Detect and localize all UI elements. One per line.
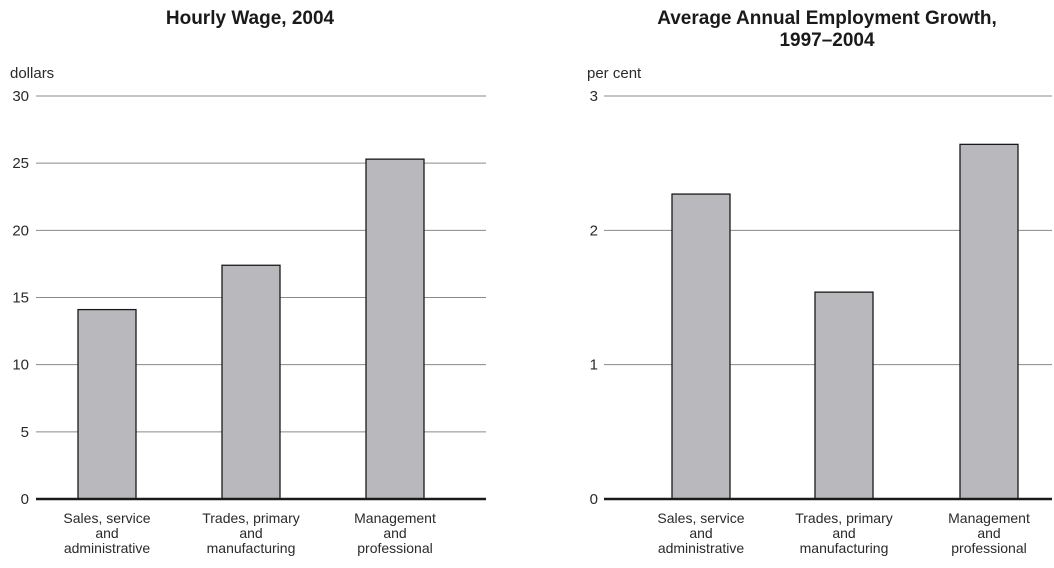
y-tick-label: 2 (590, 222, 598, 239)
y-tick-label: 0 (21, 491, 29, 508)
employment-growth-chart: Average Annual Employment Growth, 1997–20… (587, 8, 1052, 556)
x-category-label-line: administrative (64, 540, 151, 556)
y-axis-unit-label: dollars (10, 65, 54, 82)
x-category-label-line: professional (357, 540, 433, 556)
x-category-label: Trades, primary and manufacturing (202, 510, 300, 556)
bar-management (959, 143, 1019, 500)
x-category-label-line: and (832, 525, 855, 541)
x-category-label: Sales, service and administrative (657, 510, 744, 556)
y-tick-label: 25 (12, 155, 29, 172)
x-category-label-line: Management (948, 510, 1030, 526)
chart-title-line: Average Annual Employment Growth, (657, 8, 997, 29)
bar-sales-service (77, 308, 137, 500)
y-tick-label: 20 (12, 222, 29, 239)
bar-trades-primary (221, 264, 281, 500)
x-category-label-line: Trades, primary (795, 510, 893, 526)
x-category-label-line: Trades, primary (202, 510, 300, 526)
y-tick-label: 5 (21, 424, 29, 441)
x-category-label-line: Management (354, 510, 436, 526)
x-category-label-line: Sales, service (657, 510, 744, 526)
x-category-label-line: administrative (658, 540, 745, 556)
y-tick-label: 1 (590, 357, 598, 374)
chart-title-line: Hourly Wage, 2004 (166, 8, 335, 29)
x-category-label-line: and (689, 525, 712, 541)
y-axis-unit-label: per cent (587, 65, 642, 82)
bar-management (365, 158, 425, 500)
hourly-wage-chart: Hourly Wage, 2004 dollars 0 5 10 15 20 25 30 Sale… (10, 8, 486, 556)
bar-trades-primary (814, 291, 874, 500)
x-category-label-line: and (239, 525, 262, 541)
x-category-label-line: and (977, 525, 1000, 541)
bar-sales-service (671, 193, 731, 500)
y-tick-label: 15 (12, 290, 29, 307)
x-category-label: Management and professional (354, 510, 436, 556)
y-tick-label: 10 (12, 357, 29, 374)
chart-title-line: 1997–2004 (779, 30, 875, 51)
x-category-label-line: and (95, 525, 118, 541)
y-tick-label: 0 (590, 491, 598, 508)
chart-title: Hourly Wage, 2004 (166, 8, 335, 29)
y-tick-label: 30 (12, 88, 29, 105)
x-category-label: Sales, service and administrative (63, 510, 150, 556)
x-category-label-line: Sales, service (63, 510, 150, 526)
x-category-label-line: manufacturing (800, 540, 889, 556)
x-category-label-line: manufacturing (207, 540, 296, 556)
y-tick-label: 3 (590, 88, 598, 105)
chart-title: Average Annual Employment Growth, 1997–20… (657, 8, 997, 51)
x-category-label-line: professional (951, 540, 1027, 556)
x-category-label-line: and (383, 525, 406, 541)
x-category-label: Trades, primary and manufacturing (795, 510, 893, 556)
x-category-label: Management and professional (948, 510, 1030, 556)
